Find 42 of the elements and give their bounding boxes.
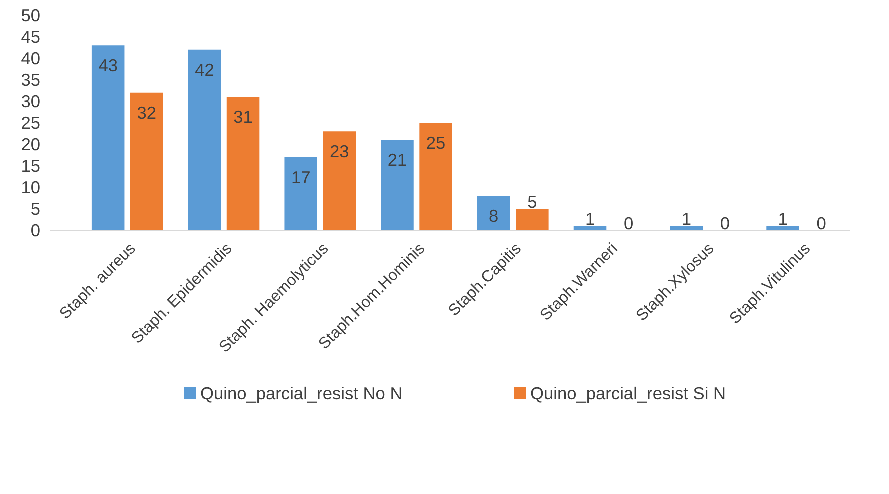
bar bbox=[130, 92, 164, 230]
data-label: 1 bbox=[682, 209, 692, 230]
data-label: 0 bbox=[624, 214, 634, 234]
data-label: 0 bbox=[816, 214, 826, 234]
legend-label: Quino_parcial_resist Si N bbox=[530, 384, 726, 404]
bar bbox=[516, 209, 549, 230]
bar bbox=[226, 97, 260, 230]
data-label: 5 bbox=[528, 192, 538, 212]
data-label: 42 bbox=[195, 60, 214, 80]
y-tick-label: 35 bbox=[21, 70, 41, 90]
y-tick-label: 0 bbox=[30, 220, 41, 240]
y-tick-label: 10 bbox=[21, 178, 41, 198]
bar bbox=[381, 140, 414, 230]
y-tick-label: 25 bbox=[21, 113, 41, 133]
data-label: 25 bbox=[426, 133, 446, 153]
bar bbox=[188, 50, 222, 230]
y-tick-label: 50 bbox=[21, 6, 41, 26]
y-tick-label: 45 bbox=[21, 27, 41, 47]
data-label: 1 bbox=[585, 209, 596, 230]
y-tick-label: 5 bbox=[30, 199, 41, 219]
data-label: 23 bbox=[330, 142, 350, 162]
data-label: 43 bbox=[98, 56, 118, 76]
y-tick-label: 30 bbox=[21, 92, 41, 112]
data-label: 17 bbox=[291, 167, 311, 188]
data-label: 1 bbox=[778, 209, 788, 230]
bar bbox=[670, 226, 704, 230]
data-label: 21 bbox=[388, 150, 408, 170]
data-label: 8 bbox=[489, 206, 499, 226]
bar bbox=[477, 196, 510, 230]
data-label: 32 bbox=[137, 102, 157, 123]
bar bbox=[420, 123, 452, 230]
data-label: 0 bbox=[720, 214, 730, 234]
bar bbox=[574, 226, 607, 230]
data-label: 31 bbox=[234, 107, 253, 128]
y-tick-label: 15 bbox=[21, 156, 41, 176]
legend-label: Quino_parcial_resist No N bbox=[200, 384, 403, 404]
y-tick-label: 40 bbox=[21, 48, 41, 68]
bar bbox=[766, 226, 800, 230]
bar bbox=[323, 132, 356, 230]
bar bbox=[92, 46, 125, 230]
bar bbox=[284, 157, 318, 230]
y-tick-label: 20 bbox=[21, 134, 41, 154]
